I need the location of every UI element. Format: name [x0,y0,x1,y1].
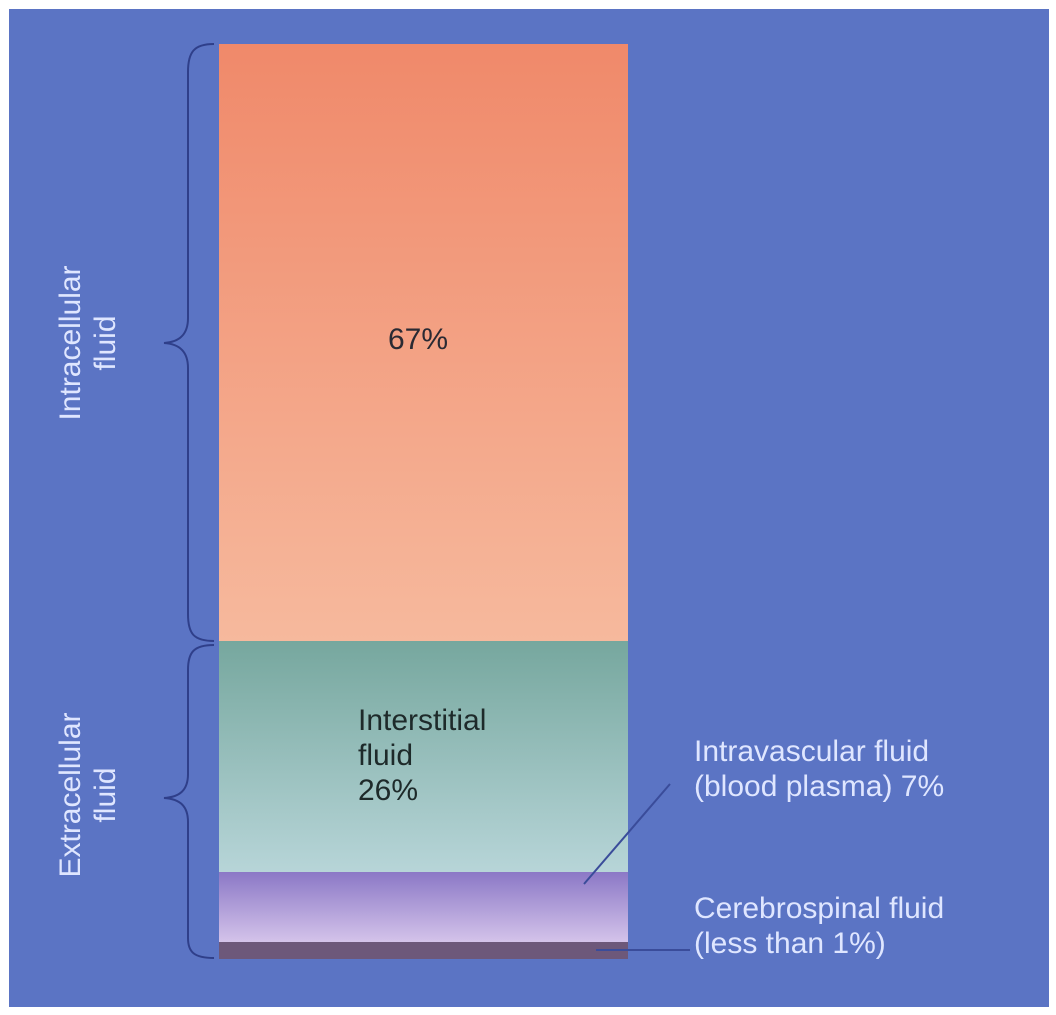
extracellular-brace [163,644,215,959]
intravascular-fluid-block [219,872,628,942]
intracellular-percentage: 67% [388,323,449,356]
intracellular-fluid-group-label: Intracellular fluid [54,265,122,421]
interstitial-fluid-block [219,641,628,872]
cerebrospinal-fluid-label: Cerebrospinal fluid (less than 1%) [694,892,945,960]
intravascular-fluid-label: Intravascular fluid (blood plasma) 7% [694,735,945,803]
intracellular-fluid-block [219,44,628,641]
interstitial-fluid-label: Interstitial fluid 26% [358,704,487,807]
intravascular-leader [583,783,671,885]
extracellular-fluid-group-label: Extracellular fluid [54,712,122,878]
intracellular-brace [163,43,215,642]
cerebrospinal-fluid-block [219,942,628,959]
